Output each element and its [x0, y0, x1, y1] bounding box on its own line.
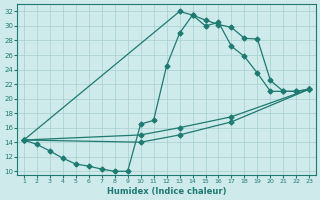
X-axis label: Humidex (Indice chaleur): Humidex (Indice chaleur) [107, 187, 226, 196]
